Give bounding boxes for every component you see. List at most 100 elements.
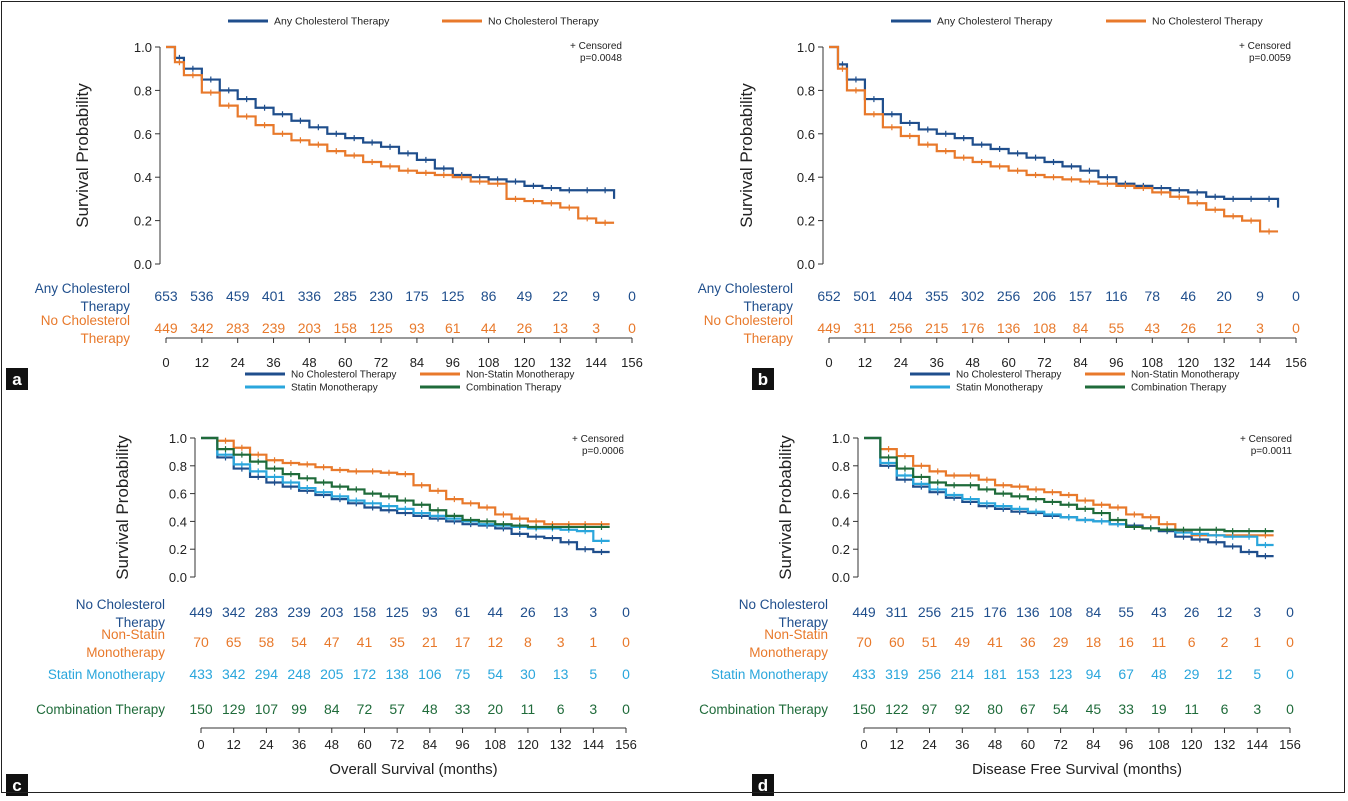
risk-value: 41 — [357, 634, 373, 650]
risk-value: 158 — [334, 320, 358, 336]
risk-value: 60 — [889, 634, 905, 650]
x-tick-label: 24 — [259, 737, 273, 752]
censor-mark — [549, 535, 556, 542]
x-tick-label: 132 — [1213, 355, 1235, 370]
censor-mark — [422, 156, 429, 163]
censor-mark — [1104, 180, 1111, 187]
risk-value: 0 — [1286, 604, 1294, 620]
censor-mark — [320, 479, 327, 486]
censor-mark — [1262, 528, 1269, 535]
y-tick-label: 1.0 — [797, 40, 815, 55]
risk-row-label: No Cholesterol — [76, 597, 165, 612]
risk-row-label: No Cholesterol — [41, 313, 130, 328]
risk-value: 61 — [455, 604, 471, 620]
risk-value: 21 — [422, 634, 438, 650]
censor-mark — [1082, 505, 1089, 512]
censor-mark — [852, 76, 859, 83]
risk-value: 16 — [1118, 634, 1134, 650]
censor-mark — [1213, 539, 1220, 546]
censor-mark — [255, 473, 262, 480]
y-tick-label: 0.8 — [169, 459, 187, 474]
censor-mark — [1000, 490, 1007, 497]
censor-mark — [901, 465, 908, 472]
censor-mark — [1229, 533, 1236, 540]
legend-label: No Cholesterol Therapy — [1152, 16, 1263, 28]
x-tick-label: 12 — [890, 737, 904, 752]
censor-mark — [934, 479, 941, 486]
risk-value: 70 — [856, 634, 872, 650]
censor-mark — [1248, 195, 1255, 202]
censor-mark — [435, 487, 442, 494]
censor-mark — [1262, 553, 1269, 560]
risk-value: 3 — [557, 634, 565, 650]
censor-mark — [440, 172, 447, 179]
panel-label-box — [752, 368, 774, 390]
censor-mark — [1032, 154, 1039, 161]
risk-value: 84 — [1086, 604, 1102, 620]
censor-mark — [512, 178, 519, 185]
risk-value: 123 — [1049, 666, 1073, 682]
risk-value: 0 — [1286, 634, 1294, 650]
risk-value: 70 — [193, 634, 209, 650]
risk-value: 248 — [287, 666, 311, 682]
censor-mark — [500, 511, 507, 518]
risk-value: 29 — [1184, 666, 1200, 682]
y-tick-label: 0.6 — [832, 487, 850, 502]
risk-value: 459 — [226, 288, 250, 304]
risk-value: 41 — [987, 634, 1003, 650]
risk-value: 311 — [886, 604, 909, 620]
censor-mark — [512, 195, 519, 202]
risk-row-label: No Cholesterol — [704, 313, 793, 328]
censor-mark — [1065, 501, 1072, 508]
censor-mark — [385, 469, 392, 476]
censor-mark — [598, 537, 605, 544]
risk-value: 49 — [955, 634, 971, 650]
x-tick-label: 36 — [955, 737, 969, 752]
legend-label: No Cholesterol Therapy — [291, 370, 396, 381]
risk-value: 3 — [1256, 320, 1264, 336]
risk-value: 404 — [889, 288, 913, 304]
panel-c: No Cholesterol Therapy Non-Statin Monothe… — [6, 370, 637, 796]
risk-value: 653 — [154, 288, 178, 304]
x-tick-label: 108 — [1148, 737, 1170, 752]
risk-value: 26 — [1184, 604, 1200, 620]
censored-note: + Censored — [572, 434, 624, 445]
risk-value: 116 — [1105, 288, 1128, 304]
censor-mark — [451, 512, 458, 519]
censor-mark — [271, 479, 278, 486]
censor-mark — [582, 546, 589, 553]
risk-value: 355 — [925, 288, 949, 304]
censor-mark — [333, 148, 340, 155]
risk-value: 45 — [1086, 701, 1102, 717]
curve-statin-monotherapy — [864, 436, 1274, 547]
censor-mark — [387, 143, 394, 150]
risk-value: 55 — [1109, 320, 1125, 336]
censor-mark — [225, 102, 232, 109]
risk-value: 0 — [622, 701, 630, 717]
y-tick-label: 0.6 — [797, 127, 815, 142]
censor-mark — [336, 493, 343, 500]
censor-mark — [901, 472, 908, 479]
censor-mark — [584, 215, 591, 222]
risk-value: 449 — [189, 604, 213, 620]
y-tick-label: 0.8 — [832, 459, 850, 474]
censor-mark — [951, 472, 958, 479]
censor-mark — [1016, 483, 1023, 490]
censor-mark — [440, 165, 447, 172]
censor-mark — [983, 500, 990, 507]
y-tick-label: 0.6 — [169, 487, 187, 502]
risk-value: 302 — [961, 288, 985, 304]
legend-label: Any Cholesterol Therapy — [274, 16, 390, 28]
censor-mark — [1212, 206, 1219, 213]
censor-mark — [435, 512, 442, 519]
censor-mark — [1147, 514, 1154, 521]
risk-value: 43 — [1145, 320, 1161, 336]
y-tick-label: 0.4 — [832, 514, 850, 529]
censor-mark — [885, 460, 892, 467]
censor-mark — [271, 473, 278, 480]
censor-mark — [320, 464, 327, 471]
censor-mark — [1016, 505, 1023, 512]
risk-value: 97 — [922, 701, 938, 717]
risk-value: 0 — [1286, 666, 1294, 682]
